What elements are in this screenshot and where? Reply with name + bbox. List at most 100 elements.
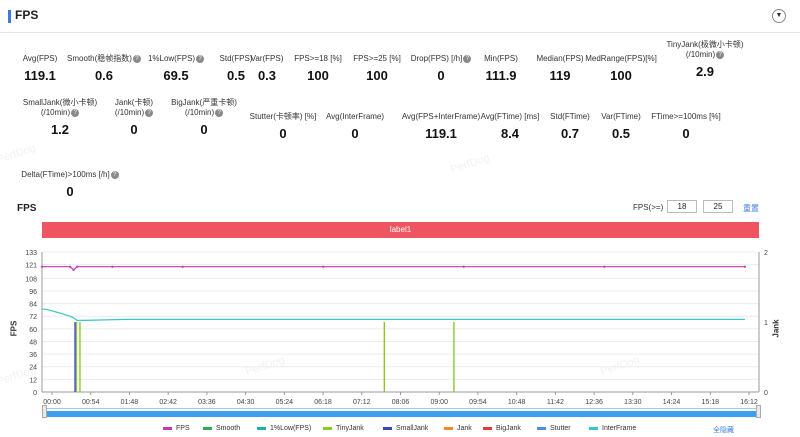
stat-value: 0: [437, 68, 445, 83]
stat-label: Min(FPS): [484, 54, 518, 63]
series-point: [462, 265, 465, 268]
stat-label-sub: (/10min)?: [645, 50, 765, 60]
x-tick-label: 12:36: [585, 399, 603, 406]
watermark: PerfDog: [599, 354, 642, 378]
legend-label: Jank: [457, 425, 472, 432]
legend-label: InterFrame: [602, 425, 637, 432]
stat-item: MedRange(FPS)[%] 100: [561, 54, 681, 83]
series-point: [72, 268, 75, 271]
stat-value: 0.5: [611, 126, 631, 141]
x-tick-label: 04:30: [237, 399, 255, 406]
stat-item: Delta(FTime)>100ms [/h]? 0: [10, 170, 130, 199]
threshold-low-input[interactable]: [667, 200, 697, 213]
legend-label: 1%Low(FPS): [270, 425, 312, 432]
stat-item: Stutter(卡顿率) [%] 0: [223, 112, 343, 141]
y2-tick-label: 2: [764, 250, 768, 257]
stat-label: BigJank(严重卡顿): [171, 98, 237, 107]
stat-label: Avg(InterFrame): [325, 112, 385, 121]
legend-swatch: [163, 426, 172, 430]
series-point: [40, 265, 44, 268]
legend-item[interactable]: Stutter: [537, 425, 571, 432]
y-tick-label: 12: [29, 377, 37, 384]
stat-item: Avg(FTime) [ms] 8.4: [450, 112, 570, 141]
zoom-slider-right-handle[interactable]: [756, 405, 761, 418]
stat-item: Var(FPS) 0.3: [207, 54, 327, 83]
help-icon[interactable]: ?: [71, 108, 80, 117]
threshold-high-input[interactable]: [703, 200, 733, 213]
stat-label: Drop(FPS) [/h]?: [381, 54, 501, 64]
x-tick-label: 09:00: [430, 399, 448, 406]
help-icon[interactable]: ?: [132, 54, 141, 63]
zoom-slider-left-handle[interactable]: [42, 405, 47, 418]
panel-header: FPS ▼: [0, 0, 800, 33]
stat-value: 8.4: [500, 126, 520, 141]
stat-value: 0.7: [560, 126, 580, 141]
y-tick-label: 72: [29, 314, 37, 321]
help-icon[interactable]: ?: [110, 170, 119, 179]
x-tick-label: 09:54: [469, 399, 487, 406]
x-tick-label: 05:24: [276, 399, 294, 406]
y-tick-label: 108: [25, 276, 37, 283]
stat-value: 111.9: [485, 68, 517, 83]
stat-value: 119.1: [24, 68, 56, 83]
reset-button[interactable]: 重置: [743, 204, 759, 213]
help-icon[interactable]: ?: [196, 54, 205, 63]
stat-item: 1%Low(FPS)? 69.5: [116, 54, 236, 83]
legend-swatch: [203, 426, 212, 430]
stat-value: 100: [307, 68, 329, 83]
stat-label: FPS>=18 [%]: [294, 54, 342, 63]
collapse-chevron-icon[interactable]: ▼: [772, 9, 786, 23]
legend-item[interactable]: BigJank: [483, 425, 521, 432]
stat-item: Drop(FPS) [/h]? 0: [381, 54, 501, 83]
stat-item: Min(FPS) 111.9: [441, 54, 561, 83]
legend-item[interactable]: InterFrame: [589, 425, 636, 432]
legend-swatch: [323, 426, 332, 430]
watermark: PerfDog: [244, 354, 287, 378]
legend-label: SmallJank: [396, 425, 429, 432]
help-icon[interactable]: ?: [215, 108, 224, 117]
panel-title: FPS: [15, 8, 39, 22]
x-tick-label: 14:24: [663, 399, 681, 406]
legend-item[interactable]: SmallJank: [383, 425, 428, 432]
help-icon[interactable]: ?: [145, 108, 154, 117]
stat-item: Var(FTime) 0.5: [561, 112, 681, 141]
watermark: PerfDog: [0, 142, 38, 166]
stat-label: Jank(卡顿): [114, 98, 154, 107]
help-icon[interactable]: ?: [463, 54, 472, 63]
stat-label: FTime>=100ms [%]: [651, 112, 721, 121]
legend-item[interactable]: Smooth: [203, 425, 240, 432]
stat-label: MedRange(FPS)[%]: [585, 54, 657, 63]
x-tick-label: 03:36: [198, 399, 216, 406]
stat-item: Jank(卡顿) (/10min)? 0: [74, 98, 194, 137]
series-point: [322, 265, 325, 268]
legend-swatch: [257, 426, 266, 430]
hide-all-button[interactable]: 全隐藏: [713, 427, 734, 434]
legend-item[interactable]: 1%Low(FPS): [257, 425, 311, 432]
stat-value: 0: [66, 184, 74, 199]
legend-item[interactable]: Jank: [444, 425, 472, 432]
stat-item: Avg(FPS) 119.1: [0, 54, 100, 83]
x-tick-label: 06:18: [314, 399, 332, 406]
y-tick-label: 0: [33, 390, 37, 397]
stat-value: 100: [610, 68, 632, 83]
y-tick-label: 96: [29, 289, 37, 296]
help-icon[interactable]: ?: [716, 50, 725, 59]
legend-item[interactable]: TinyJank: [323, 425, 364, 432]
chart-legend: 全隐藏 FPS Smooth 1%Low(FPS) TinyJank SmallJank…: [0, 425, 800, 435]
legend-item[interactable]: FPS: [163, 425, 190, 432]
zoom-slider-range[interactable]: [44, 411, 760, 417]
right-axis-name: Jank: [771, 319, 781, 338]
label-bar[interactable]: label1: [42, 222, 759, 238]
stat-label: Delta(FTime)>100ms [/h]?: [10, 170, 130, 180]
y-tick-label: 133: [25, 250, 37, 257]
legend-label: FPS: [176, 425, 190, 432]
stat-label: Var(FPS): [250, 54, 284, 63]
x-tick-label: 15:18: [702, 399, 720, 406]
y-tick-label: 60: [29, 327, 37, 334]
stat-label-sub: (/10min)?: [74, 108, 194, 118]
legend-swatch: [444, 426, 453, 430]
legend-label: Smooth: [216, 425, 241, 432]
stat-value: 0: [351, 126, 359, 141]
stat-value: 119.1: [425, 126, 457, 141]
x-tick-label: 00:54: [82, 399, 100, 406]
